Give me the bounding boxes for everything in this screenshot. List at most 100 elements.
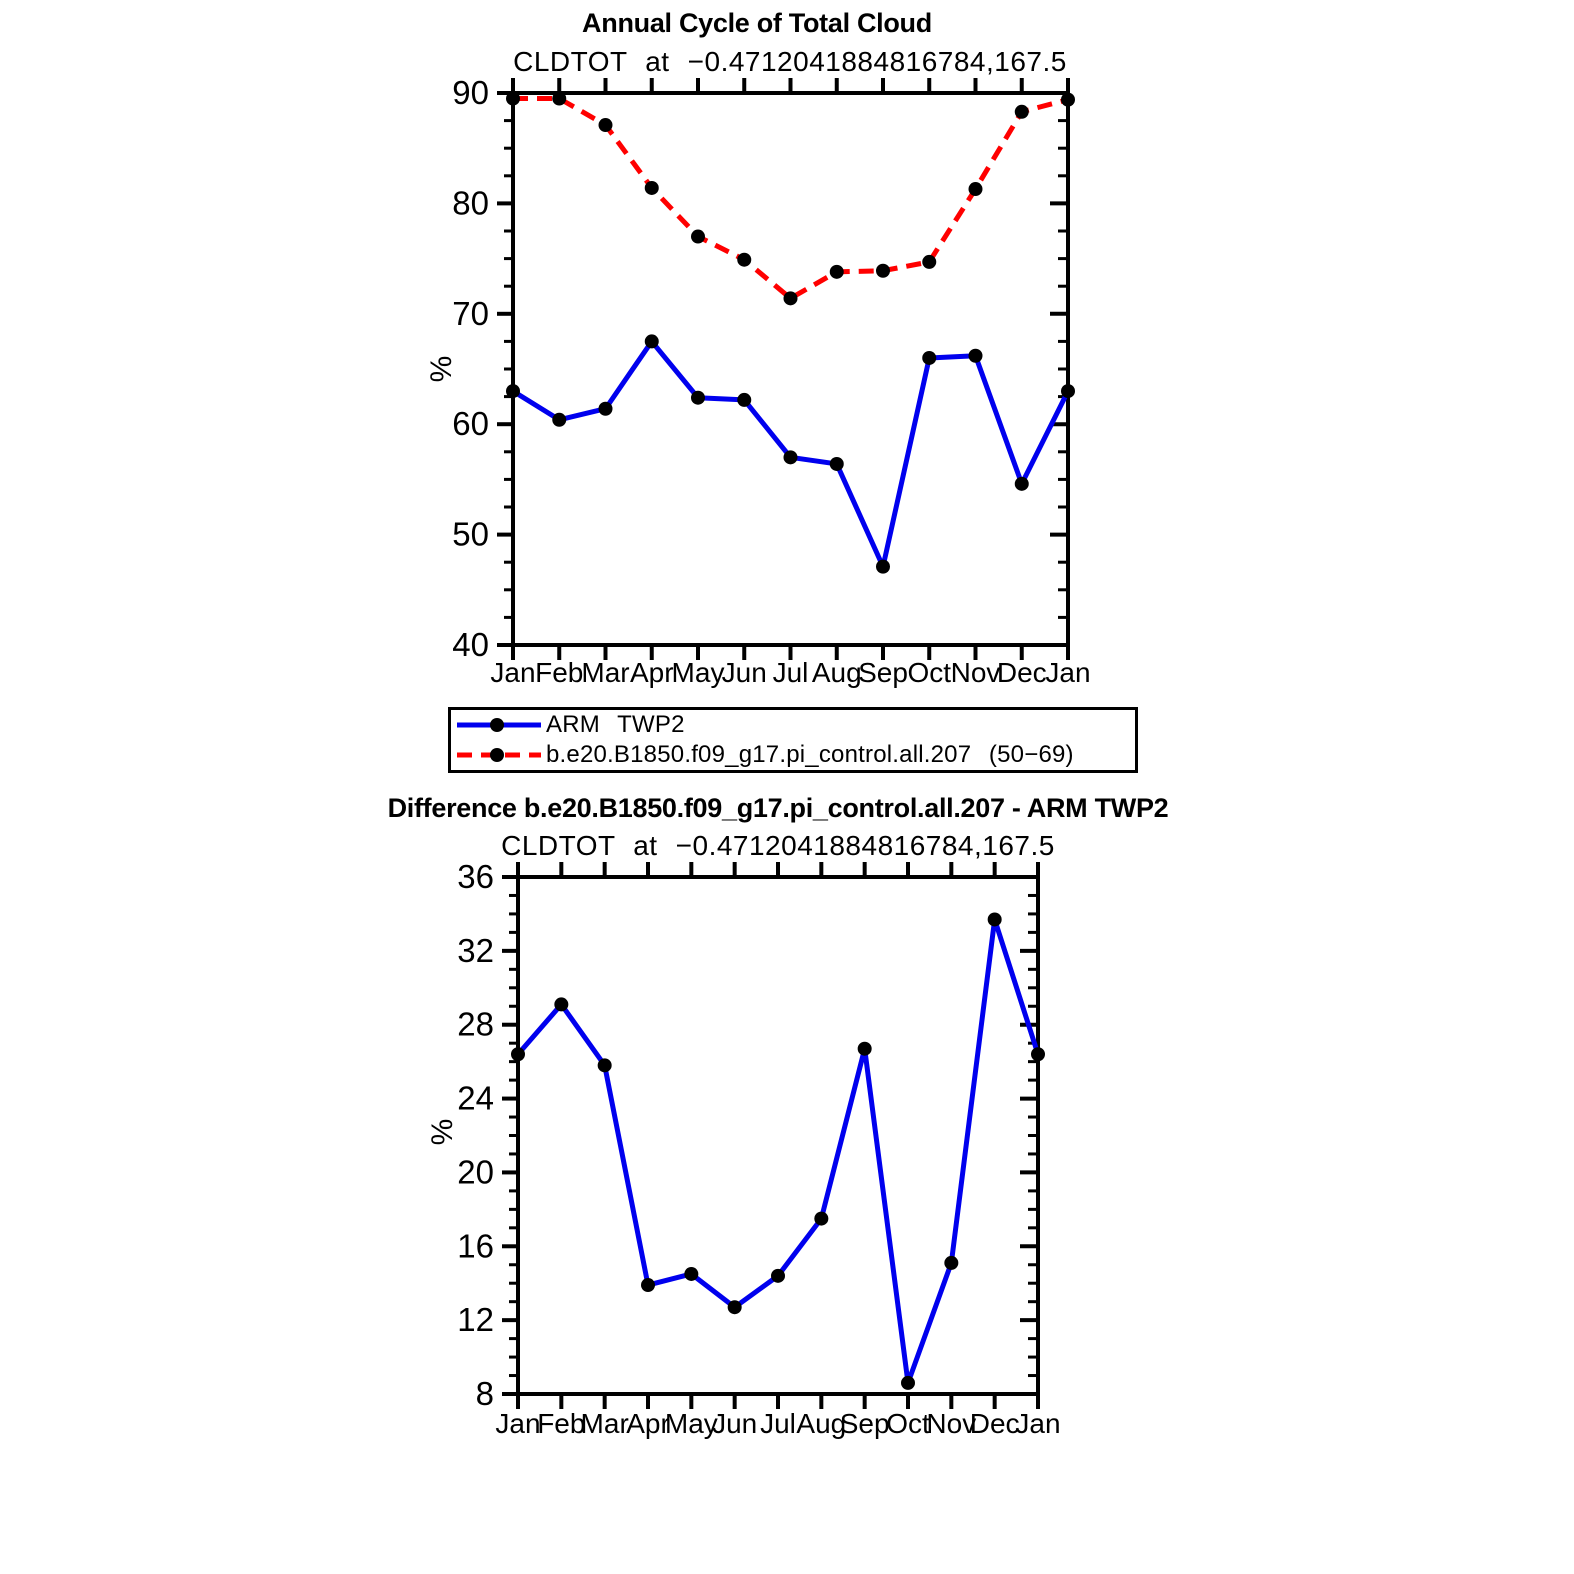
data-point — [506, 384, 520, 399]
x-tick-label: Apr — [626, 1408, 670, 1439]
data-point — [727, 1300, 742, 1315]
x-tick-label: Sep — [840, 1408, 890, 1439]
legend-sample-red-dashed-line — [457, 748, 541, 762]
data-point — [783, 450, 798, 465]
x-tick-label: May — [665, 1408, 718, 1439]
x-tick-label: Mar — [581, 657, 629, 688]
data-point — [737, 392, 752, 407]
chart2-y-axis-label: % — [426, 1118, 459, 1146]
data-point — [598, 401, 613, 416]
data-point — [968, 348, 983, 363]
y-tick-label: 50 — [452, 516, 489, 553]
data-point — [968, 182, 983, 197]
y-tick-label: 28 — [457, 1006, 494, 1043]
data-point — [814, 1211, 829, 1226]
data-point — [511, 1047, 525, 1062]
x-tick-label: Jul — [760, 1408, 796, 1439]
x-tick-label: Feb — [537, 1408, 585, 1439]
y-tick-label: 24 — [457, 1080, 494, 1117]
x-tick-label: Nov — [926, 1408, 976, 1439]
x-tick-label: Apr — [630, 657, 674, 688]
data-point — [644, 180, 659, 195]
x-tick-label: Jan — [1045, 657, 1090, 688]
x-tick-label: Aug — [796, 1408, 846, 1439]
data-point — [506, 91, 520, 106]
data-point — [829, 456, 844, 471]
x-tick-label: Nov — [951, 657, 1001, 688]
x-tick-label: Jan — [1015, 1408, 1060, 1439]
data-point — [691, 390, 705, 405]
y-tick-label: 32 — [457, 932, 494, 969]
chart2-subtitle: CLDTOT at −0.4712041884816784,167.5 — [501, 830, 1055, 861]
data-point — [737, 252, 752, 267]
x-tick-label: Jun — [712, 1408, 757, 1439]
data-point — [1014, 104, 1029, 119]
y-tick-label: 80 — [452, 184, 489, 221]
legend-entry-model: b.e20.B1850.f09_g17.pi_control.all.207 (… — [451, 740, 1135, 770]
x-tick-label: Oct — [907, 657, 951, 688]
chart1-title: Annual Cycle of Total Cloud — [582, 8, 932, 38]
series-line — [516, 916, 1041, 1386]
x-tick-label: Jan — [490, 657, 535, 688]
legend-sample-marker — [490, 748, 504, 762]
legend-sample-blue-solid-line — [457, 718, 541, 732]
x-tick-label: Oct — [886, 1408, 930, 1439]
y-tick-label: 20 — [457, 1153, 494, 1190]
legend-box: ARM TWP2 b.e20.B1850.f09_g17.pi_control.… — [448, 707, 1138, 773]
data-point — [944, 1255, 959, 1270]
data-point — [922, 350, 937, 365]
y-tick-label: 40 — [452, 626, 489, 663]
legend-sample-marker — [490, 718, 504, 732]
y-tick-label: 12 — [457, 1301, 494, 1338]
data-point — [644, 334, 659, 349]
x-tick-label: Dec — [997, 657, 1047, 688]
data-point — [771, 1268, 785, 1283]
data-point — [691, 229, 705, 244]
y-tick-label: 16 — [457, 1227, 494, 1264]
data-point — [552, 412, 567, 427]
chart1-subtitle: CLDTOT at −0.4712041884816784,167.5 — [513, 46, 1067, 77]
data-point — [598, 118, 613, 133]
data-point — [987, 912, 1002, 927]
y-tick-label: 90 — [452, 74, 489, 111]
x-tick-label: Feb — [535, 657, 583, 688]
data-point — [641, 1278, 655, 1293]
x-tick-label: May — [672, 657, 725, 688]
data-point — [876, 263, 890, 278]
x-tick-label: Mar — [581, 1408, 629, 1439]
plot-frame — [516, 875, 1040, 1396]
data-point — [922, 254, 937, 269]
x-tick-label: Jun — [722, 657, 767, 688]
data-point — [857, 1041, 872, 1056]
x-tick-label: Sep — [858, 657, 908, 688]
x-tick-label: Jan — [495, 1408, 540, 1439]
x-tick-label: Aug — [812, 657, 862, 688]
x-tick-label: Jul — [773, 657, 809, 688]
data-point — [554, 997, 569, 1012]
data-point — [552, 91, 567, 106]
legend-entry-arm-twp2: ARM TWP2 — [451, 710, 1135, 740]
series-line — [513, 96, 1069, 301]
legend-label-arm-twp2: ARM TWP2 — [546, 711, 685, 738]
legend-label-model: b.e20.B1850.f09_g17.pi_control.all.207 (… — [546, 741, 1074, 768]
data-point — [1061, 92, 1075, 107]
data-point — [783, 291, 798, 306]
data-point — [901, 1375, 915, 1390]
y-tick-label: 8 — [476, 1375, 494, 1412]
y-tick-label: 60 — [452, 405, 489, 442]
y-tick-label: 70 — [452, 295, 489, 332]
data-point — [1014, 476, 1029, 491]
data-point — [684, 1266, 699, 1281]
x-tick-label: Dec — [970, 1408, 1020, 1439]
chart2-title: Difference b.e20.B1850.f09_g17.pi_contro… — [387, 793, 1169, 823]
data-point — [876, 559, 890, 574]
data-point — [829, 264, 844, 279]
data-point — [1031, 1047, 1045, 1062]
y-tick-label: 36 — [457, 858, 494, 895]
data-point — [1061, 384, 1075, 399]
data-point — [597, 1058, 612, 1073]
